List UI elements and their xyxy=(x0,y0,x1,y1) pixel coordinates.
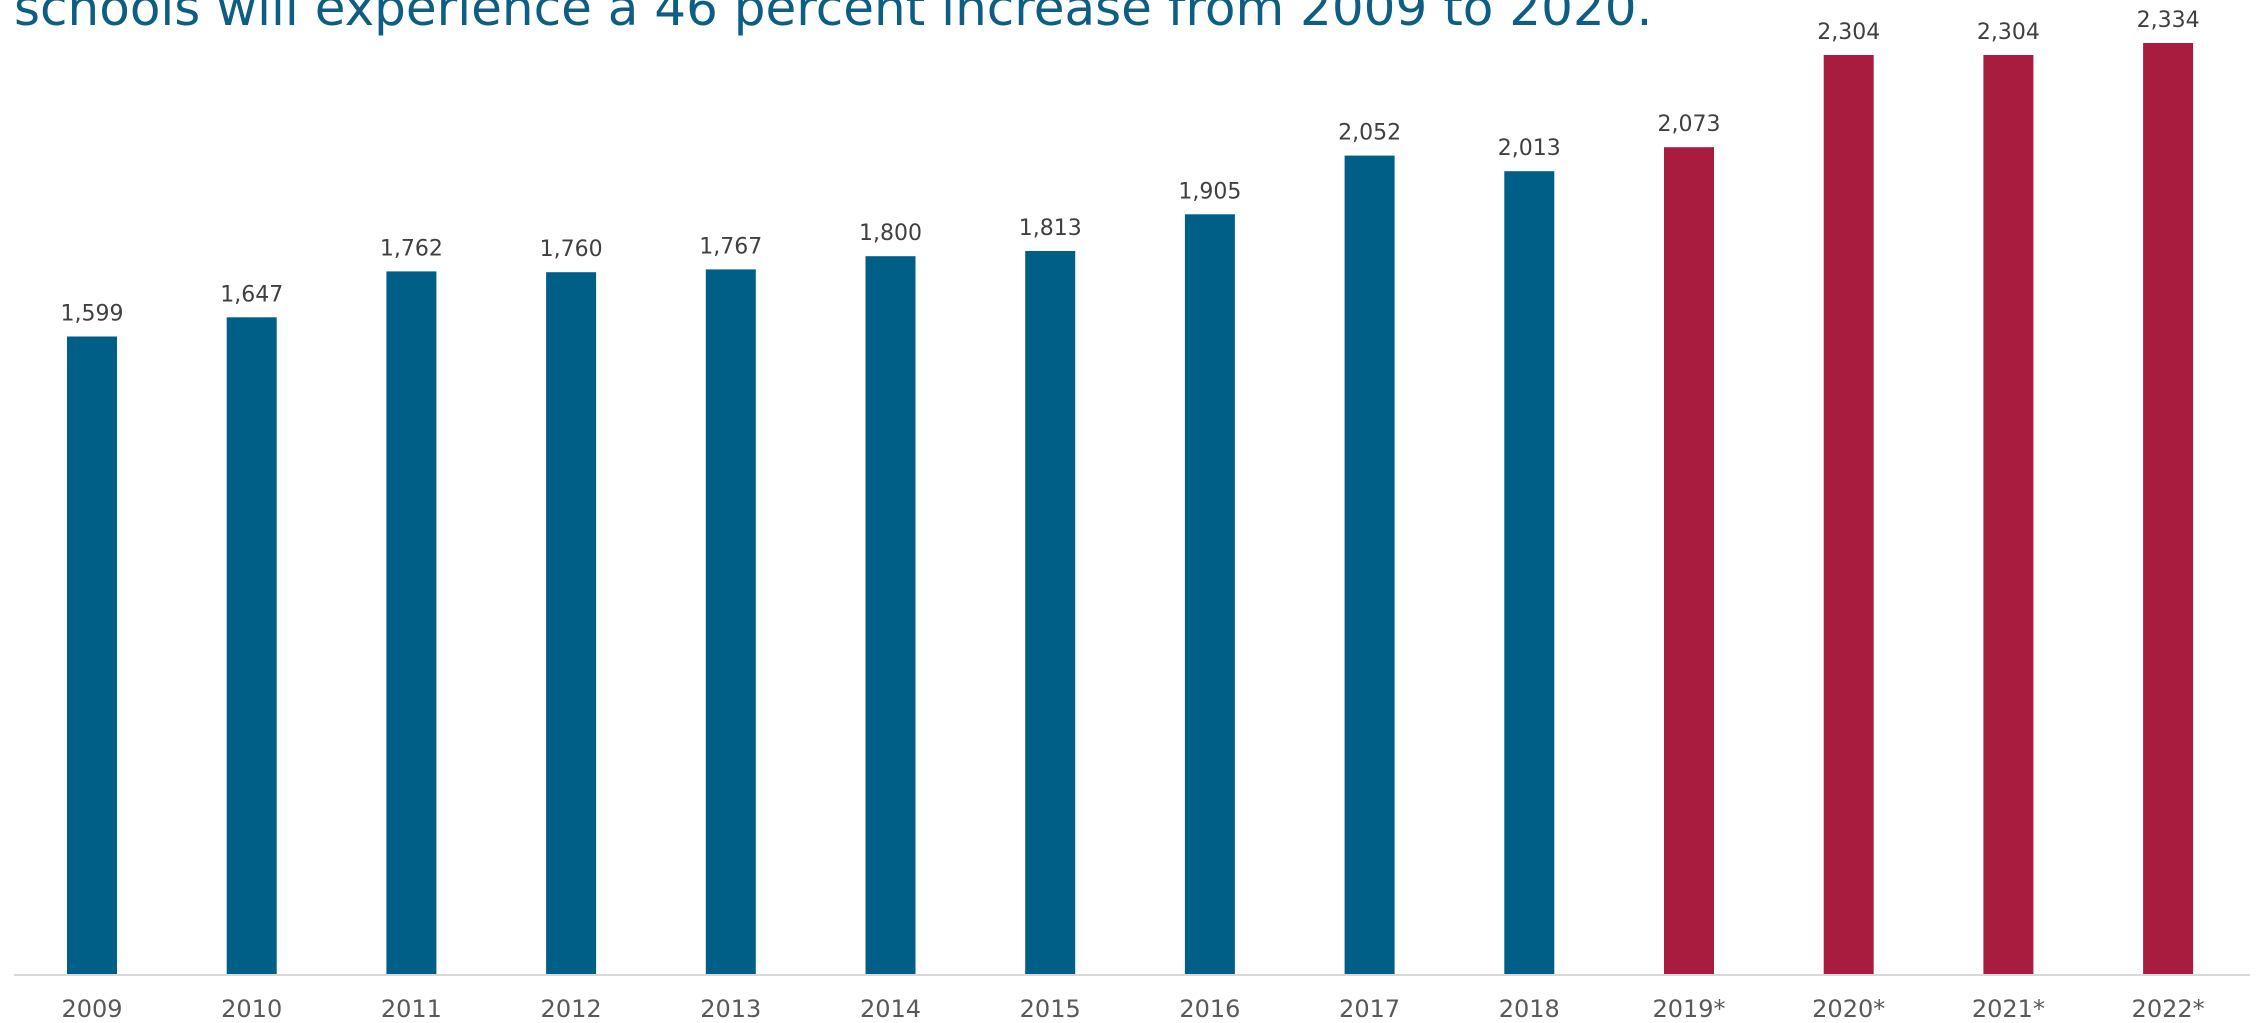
bar-2022-projected xyxy=(2143,43,2194,975)
x-tick-labels-group: 2009 2010 2011 2012 2013 2014 2015 2016 2017 2018… xyxy=(61,995,2204,1023)
bar-2019-projected xyxy=(1664,147,1714,975)
value-label-2010: 1,647 xyxy=(220,282,283,307)
chart-title: schools will experience a 46 percent inc… xyxy=(14,0,1653,37)
x-tick-label-2011: 2011 xyxy=(381,995,442,1023)
value-label-2021-projected: 2,304 xyxy=(1977,20,2040,45)
bar-2012 xyxy=(546,272,597,975)
bar-2013 xyxy=(705,269,756,975)
bar-2016 xyxy=(1184,214,1235,976)
bar-2017 xyxy=(1344,155,1395,976)
x-tick-label-2016: 2016 xyxy=(1179,995,1240,1023)
value-labels-group: 1,599 1,647 1,762 1,760 1,767 1,800 1,813 1,905… xyxy=(61,8,2200,327)
bar-2009 xyxy=(67,336,117,975)
x-tick-label-2021-projected: 2021* xyxy=(1972,995,2045,1023)
x-tick-label-2017: 2017 xyxy=(1339,995,1400,1023)
bar-2020-projected xyxy=(1823,55,1874,975)
x-tick-label-2018: 2018 xyxy=(1499,995,1560,1023)
value-label-2011: 1,762 xyxy=(380,236,443,261)
bar-2011 xyxy=(386,271,437,975)
value-label-2018: 2,013 xyxy=(1498,136,1561,161)
x-tick-label-2012: 2012 xyxy=(541,995,602,1023)
bar-2018 xyxy=(1504,171,1555,975)
value-label-2015: 1,813 xyxy=(1019,216,1082,241)
bar-2014 xyxy=(865,256,916,975)
bars-group xyxy=(67,43,2194,976)
bar-2010 xyxy=(226,317,277,975)
value-label-2020-projected: 2,304 xyxy=(1817,20,1880,45)
value-label-2019-projected: 2,073 xyxy=(1658,112,1721,137)
value-label-2017: 2,052 xyxy=(1338,121,1401,146)
value-label-2009: 1,599 xyxy=(61,302,124,327)
value-label-2012: 1,760 xyxy=(540,237,603,262)
x-tick-label-2014: 2014 xyxy=(860,995,921,1023)
value-label-2014: 1,800 xyxy=(859,221,922,246)
bar-2015 xyxy=(1025,251,1076,975)
x-tick-label-2013: 2013 xyxy=(700,995,761,1023)
x-tick-label-2010: 2010 xyxy=(221,995,282,1023)
x-tick-label-2020-projected: 2020* xyxy=(1812,995,1885,1023)
value-label-2016: 1,905 xyxy=(1178,179,1241,204)
x-tick-label-2022-projected: 2022* xyxy=(2132,995,2205,1023)
bar-2021-projected xyxy=(1983,55,2034,975)
value-label-2022-projected: 2,334 xyxy=(2137,8,2200,33)
x-tick-label-2019-projected: 2019* xyxy=(1652,995,1725,1023)
x-tick-label-2009: 2009 xyxy=(61,995,122,1023)
value-label-2013: 1,767 xyxy=(699,234,762,259)
x-tick-label-2015: 2015 xyxy=(1020,995,1081,1023)
